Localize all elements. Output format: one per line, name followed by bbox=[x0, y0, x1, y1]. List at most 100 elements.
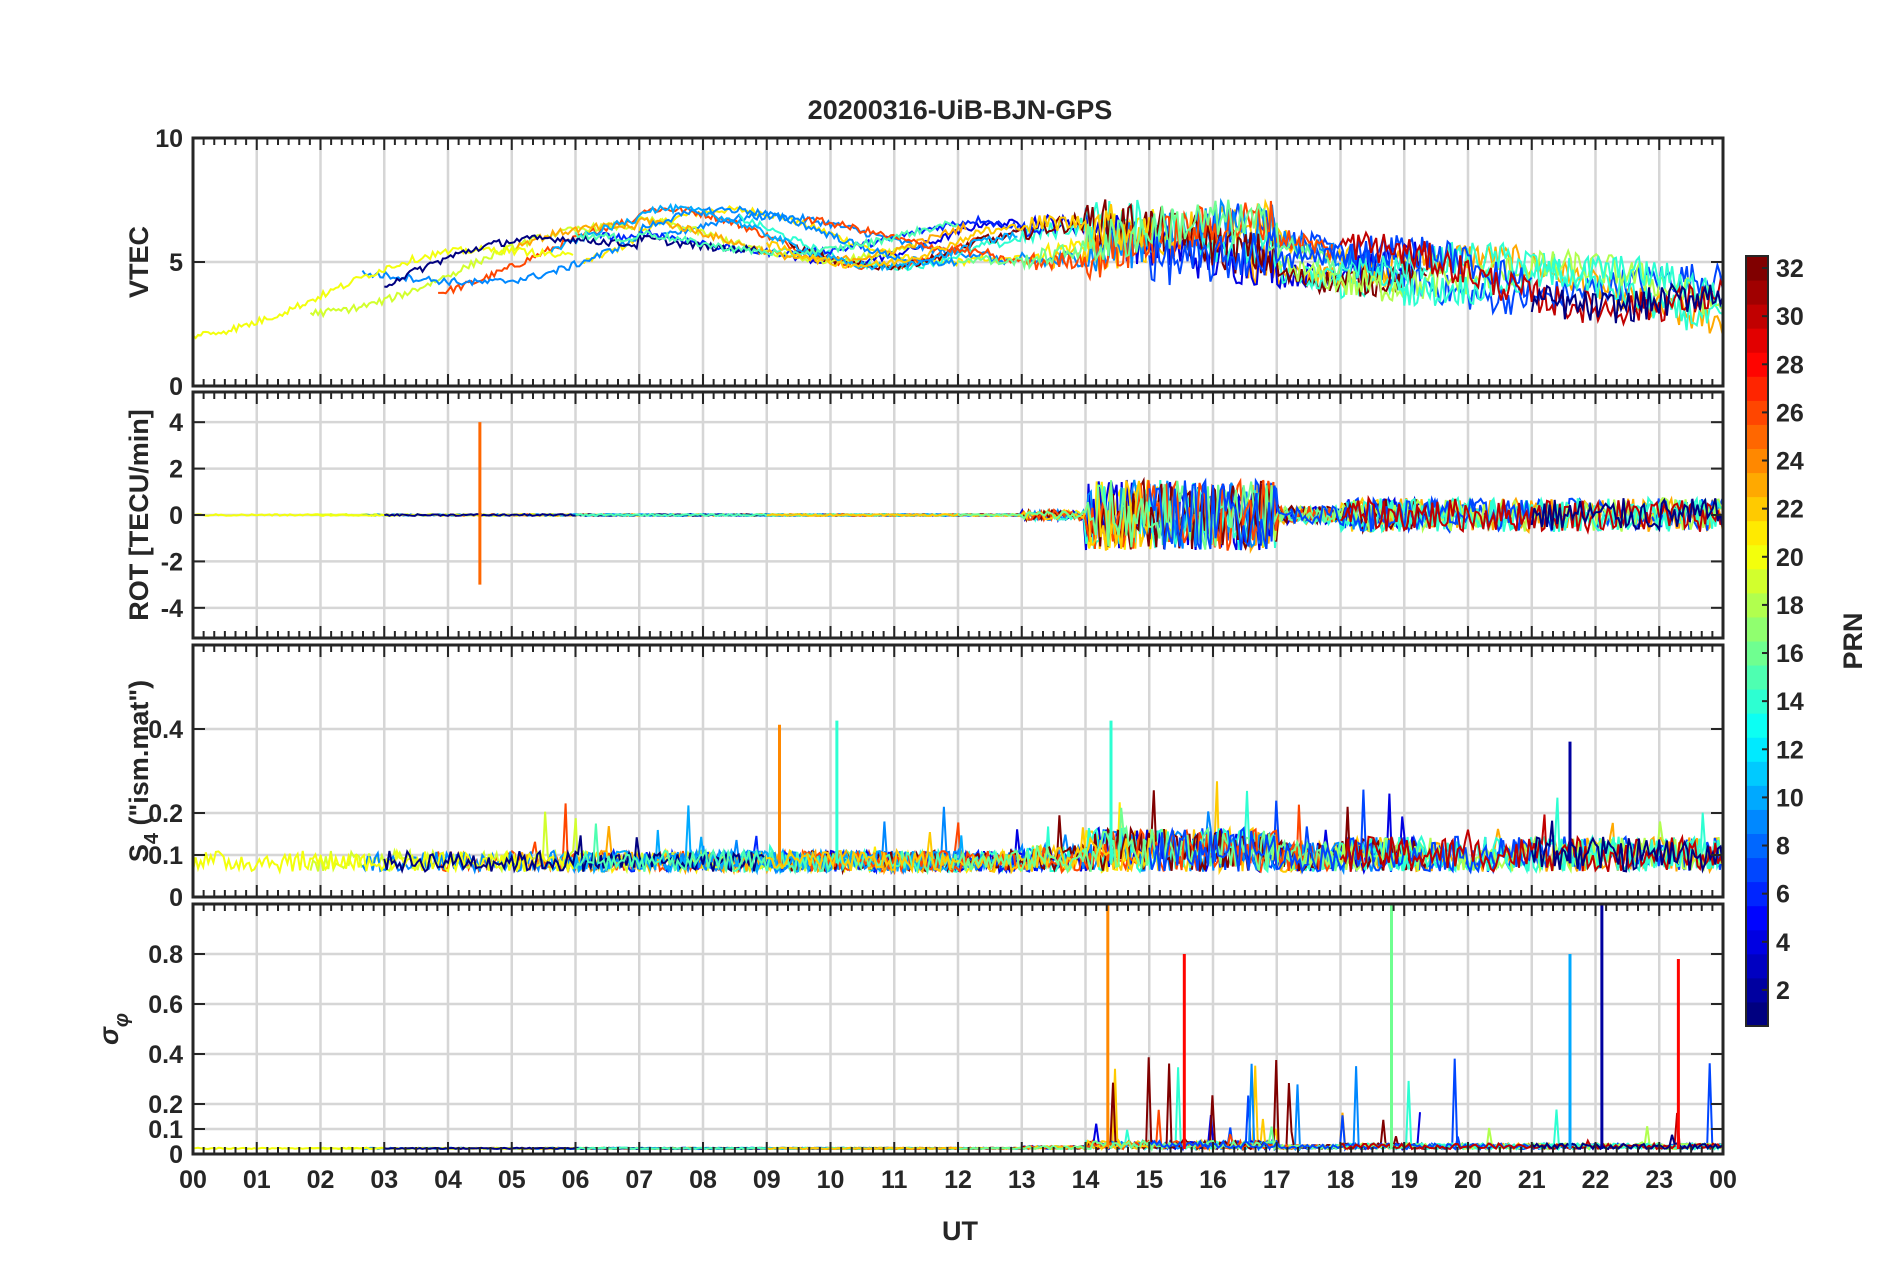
prn-trace bbox=[1247, 1112, 1723, 1151]
prn-trace bbox=[1339, 494, 1723, 535]
prn-trace bbox=[193, 244, 574, 340]
colorbar-cell bbox=[1746, 737, 1768, 762]
x-tick-label: 00 bbox=[1709, 1166, 1737, 1194]
prn-trace bbox=[1530, 497, 1723, 533]
x-tick-label: 00 bbox=[179, 1166, 207, 1194]
x-axis-label: UT bbox=[942, 1216, 978, 1246]
y-tick-label: 4 bbox=[169, 409, 183, 437]
prn-trace bbox=[1530, 820, 1723, 874]
colorbar-cell bbox=[1746, 881, 1768, 907]
prn-trace bbox=[193, 848, 574, 875]
y-tick-label: 5 bbox=[169, 249, 183, 277]
prn-trace bbox=[383, 835, 768, 874]
colorbar-cell bbox=[1746, 376, 1768, 401]
ylabel-main: σ bbox=[94, 1026, 124, 1045]
y-tick-label: 0.1 bbox=[148, 842, 183, 870]
x-tick-label: 22 bbox=[1582, 1166, 1610, 1194]
colorbar-label: PRN bbox=[1838, 612, 1868, 669]
prn-trace bbox=[1531, 1134, 1723, 1151]
ylabel-sub: 4 bbox=[141, 832, 163, 844]
colorbar-cell bbox=[1746, 665, 1768, 690]
x-tick-label: 10 bbox=[817, 1166, 845, 1194]
colorbar-tick-label: 26 bbox=[1776, 399, 1804, 427]
prn-trace bbox=[516, 217, 967, 264]
colorbar-tick-label: 18 bbox=[1776, 592, 1804, 620]
prn-trace bbox=[1395, 254, 1722, 308]
colorbar-cell bbox=[1746, 905, 1768, 931]
x-tick-label: 15 bbox=[1135, 1166, 1163, 1194]
y-axis-label-sigphi: σφ bbox=[94, 1013, 133, 1045]
x-tick-label: 13 bbox=[1008, 1166, 1036, 1194]
y-tick-label: 0 bbox=[169, 1141, 183, 1169]
colorbar-cell bbox=[1746, 761, 1768, 786]
x-tick-label: 02 bbox=[307, 1166, 335, 1194]
prn-trace bbox=[803, 200, 1334, 282]
colorbar-cell bbox=[1746, 953, 1768, 979]
y-tick-label: -2 bbox=[161, 548, 183, 576]
prn-trace bbox=[581, 205, 1159, 268]
colorbar-tick-label: 20 bbox=[1776, 544, 1804, 572]
y-tick-label: 0 bbox=[169, 502, 183, 530]
x-tick-label: 18 bbox=[1327, 1166, 1355, 1194]
colorbar-cell bbox=[1746, 977, 1768, 1003]
prn-trace bbox=[309, 215, 919, 319]
x-tick-label: 01 bbox=[243, 1166, 271, 1194]
colorbar-tick-label: 22 bbox=[1776, 496, 1804, 524]
colorbar-cell bbox=[1746, 616, 1768, 642]
colorbar-cell bbox=[1746, 544, 1768, 570]
colorbar-tick-label: 30 bbox=[1776, 303, 1804, 331]
x-tick-label: 23 bbox=[1645, 1166, 1673, 1194]
x-tick-label: 04 bbox=[434, 1166, 462, 1194]
colorbar-cell bbox=[1746, 568, 1768, 594]
colorbar-tick-label: 16 bbox=[1776, 640, 1804, 668]
colorbar-cell bbox=[1746, 520, 1768, 546]
ylabel-rest: ("ism.mat") bbox=[124, 680, 154, 833]
prn-trace bbox=[739, 1067, 1412, 1152]
colorbar-cell bbox=[1746, 809, 1768, 834]
colorbar-cell bbox=[1746, 833, 1768, 859]
x-tick-label: 14 bbox=[1072, 1166, 1100, 1194]
traces-vtec bbox=[193, 197, 1723, 340]
panel-sigphi: 00.10.2 0.4 0.6 0.8 σφ 00 01 02 03 04 05 06 07 08 09 10… bbox=[94, 902, 1737, 1194]
panel-rot: -4 -2 0 2 4 ROT [TECU/min] bbox=[124, 390, 1725, 640]
y-tick-label: 0.2 bbox=[148, 800, 183, 828]
prn-trace bbox=[766, 827, 1151, 875]
colorbar-tick-label: 2 bbox=[1776, 977, 1790, 1005]
prn-trace bbox=[957, 480, 1342, 550]
prn-trace bbox=[765, 204, 1151, 269]
panel-s4: 00.10.20.4S4 ("ism.mat") bbox=[124, 643, 1725, 912]
y-tick-label: 0.1 bbox=[148, 1116, 183, 1144]
colorbar-tick-label: 12 bbox=[1776, 736, 1804, 764]
colorbar-cell bbox=[1746, 280, 1768, 305]
x-tick-label: 05 bbox=[498, 1166, 526, 1194]
colorbar-cell bbox=[1746, 641, 1768, 666]
colorbar-cell bbox=[1746, 1001, 1768, 1027]
y-axis-label-vtec: VTEC bbox=[124, 226, 154, 298]
y-axis-label-s4: S4 ("ism.mat") bbox=[124, 680, 163, 862]
traces-s4 bbox=[193, 720, 1723, 876]
prn-trace bbox=[361, 205, 958, 287]
colorbar-cell bbox=[1746, 424, 1768, 449]
prn-trace bbox=[1339, 230, 1723, 327]
colorbar-tick-label: 28 bbox=[1776, 351, 1804, 379]
x-tick-label: 06 bbox=[562, 1166, 590, 1194]
prn-trace bbox=[574, 220, 959, 258]
y-tick-label: 0.2 bbox=[148, 1091, 183, 1119]
colorbar-tick-label: 32 bbox=[1776, 255, 1804, 283]
y-tick-label: 0.6 bbox=[148, 991, 183, 1019]
y-tick-label: 0.4 bbox=[148, 1041, 183, 1069]
colorbar-cell bbox=[1746, 328, 1768, 353]
y-tick-label: 2 bbox=[169, 456, 183, 484]
colorbar-cell bbox=[1746, 304, 1768, 329]
x-tick-label: 21 bbox=[1518, 1166, 1546, 1194]
colorbar-tick-label: 24 bbox=[1776, 448, 1804, 476]
colorbar-cell bbox=[1746, 496, 1768, 522]
x-tick-label: 07 bbox=[625, 1166, 653, 1194]
prn-trace bbox=[549, 202, 1018, 272]
colorbar-cell bbox=[1746, 448, 1768, 474]
colorbar-cell bbox=[1746, 256, 1768, 281]
y-tick-label: 10 bbox=[155, 125, 183, 153]
x-tick-label: 09 bbox=[753, 1166, 781, 1194]
prn-trace bbox=[1530, 282, 1723, 324]
